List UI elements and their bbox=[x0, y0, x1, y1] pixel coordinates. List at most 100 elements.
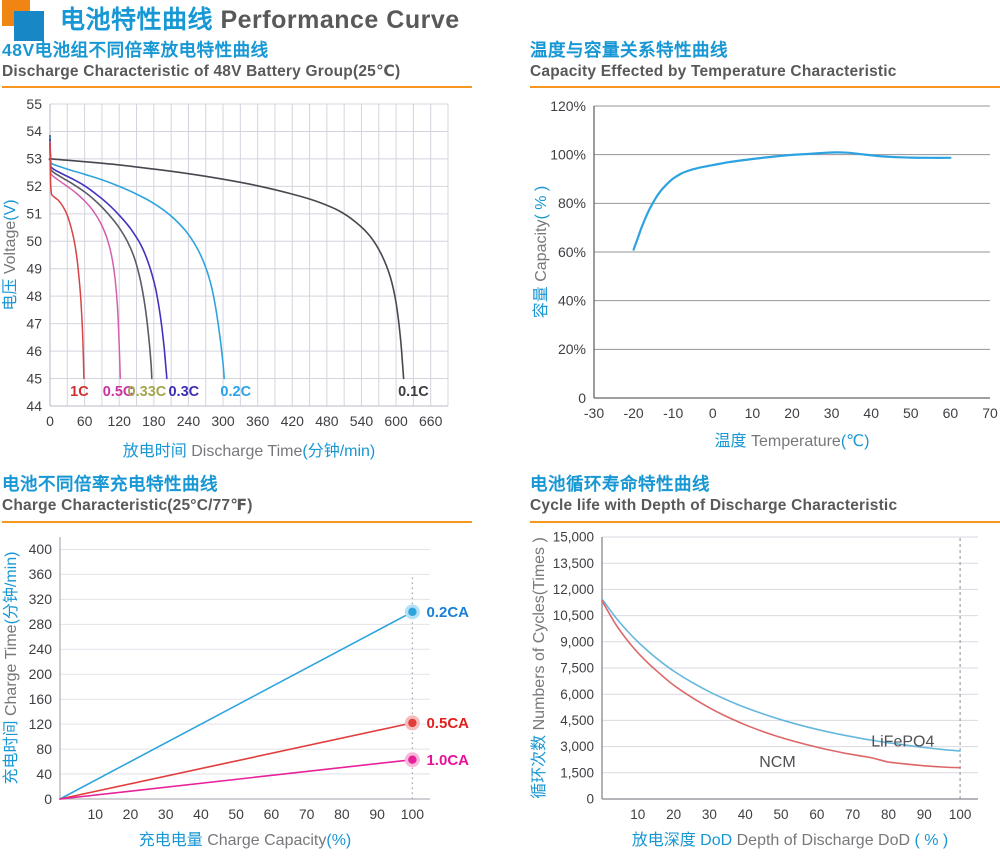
annotation-1C: 1C bbox=[70, 384, 89, 400]
series-0.33C bbox=[49, 139, 153, 380]
y-tick-label: 10,500 bbox=[553, 608, 594, 623]
y-tick-label: 100% bbox=[550, 147, 586, 163]
x-tick-label: 480 bbox=[315, 413, 339, 429]
annotation-0.5C: 0.5C bbox=[103, 384, 134, 400]
x-axis-label: 温度 Temperature(℃) bbox=[715, 432, 870, 450]
x-tick-label: 90 bbox=[369, 806, 385, 822]
series-0.2C bbox=[49, 136, 225, 380]
y-tick-label: 9,000 bbox=[560, 634, 594, 649]
orange-divider bbox=[530, 520, 1000, 523]
x-tick-label: 100 bbox=[401, 806, 425, 822]
y-tick-label: 15,000 bbox=[553, 529, 594, 544]
x-tick-label: 90 bbox=[917, 807, 932, 822]
series-LiFePO4 bbox=[601, 597, 961, 752]
x-tick-label: 40 bbox=[738, 807, 753, 822]
panel-discharge-characteristic: 48V电池组不同倍率放电特性曲线 Discharge Characteristi… bbox=[2, 40, 472, 464]
series-1C bbox=[49, 143, 85, 380]
discharge-characteristic-chart: 1C 0.5C0.33C 0.3C 0.2C 0.1C 0 60 120 180 240 300 36… bbox=[2, 96, 449, 460]
panel-cycle-life: 电池循环寿命特性曲线 Cycle life with Depth of Disc… bbox=[530, 474, 1000, 852]
y-tick-label: 280 bbox=[29, 616, 53, 632]
x-tick-label: 40 bbox=[863, 405, 879, 421]
panel-title-zh: 温度与容量关系特性曲线 bbox=[530, 40, 728, 60]
series-0.3C bbox=[49, 138, 168, 380]
x-tick-label: 60 bbox=[264, 806, 280, 822]
y-tick-label: 7,500 bbox=[560, 660, 594, 675]
y-tick-label: 1,500 bbox=[560, 765, 594, 780]
annotation-NCM: NCM bbox=[759, 754, 795, 771]
series-0.1C bbox=[48, 135, 405, 380]
panel-capacity-temperature: 温度与容量关系特性曲线 Capacity Effected by Tempera… bbox=[530, 40, 1000, 464]
page-title: 电池特性曲线 Performance Curve bbox=[60, 5, 460, 34]
x-tick-label: 30 bbox=[158, 806, 174, 822]
cycle-life-chart: NCM LiFePO4 10 20 30 40 50 60 70 80 90 100 0 1,500 3,0… bbox=[530, 529, 978, 849]
y-tick-label: 45 bbox=[26, 371, 42, 387]
y-tick-label: 47 bbox=[26, 316, 42, 332]
annotation-0.5CA: 0.5CA bbox=[426, 715, 469, 732]
series-0.5C bbox=[49, 141, 122, 380]
x-axis-label: 放电深度 DoD Depth of Discharge DoD ( % ) bbox=[632, 831, 949, 849]
series-NCM bbox=[601, 599, 961, 768]
panel-title-en: Capacity Effected by Temperature Charact… bbox=[530, 62, 897, 80]
y-tick-label: 51 bbox=[26, 206, 42, 222]
x-tick-label: 10 bbox=[745, 405, 761, 421]
y-tick-label: 320 bbox=[29, 591, 53, 607]
orange-divider bbox=[2, 520, 472, 523]
x-tick-label: 80 bbox=[881, 807, 896, 822]
y-tick-label: 40% bbox=[558, 293, 586, 309]
y-tick-label: 40 bbox=[36, 765, 52, 781]
y-tick-label: 4,500 bbox=[560, 712, 594, 727]
page-title-zh: 电池特性曲线 bbox=[60, 5, 214, 34]
y-tick-label: 200 bbox=[29, 665, 53, 681]
y-tick-label: 400 bbox=[29, 541, 53, 557]
panel-title-en: Cycle life with Depth of Discharge Chara… bbox=[530, 497, 898, 515]
panel-title-en: Charge Characteristic(25°C/77℉) bbox=[2, 497, 253, 515]
orange-divider bbox=[530, 86, 1000, 89]
y-tick-label: 12,000 bbox=[553, 581, 594, 596]
y-tick-label: 46 bbox=[26, 343, 42, 359]
panel-title-en: Discharge Characteristic of 48V Battery … bbox=[2, 62, 401, 80]
y-axis-label: 充电时间 Charge Time(分钟/min) bbox=[2, 551, 20, 784]
x-tick-label: -10 bbox=[663, 405, 683, 421]
x-tick-label: 180 bbox=[142, 413, 166, 429]
y-tick-label: 0 bbox=[44, 790, 52, 806]
x-tick-label: 120 bbox=[108, 413, 132, 429]
x-tick-label: 600 bbox=[384, 413, 408, 429]
annotation-0.2C: 0.2C bbox=[220, 384, 251, 400]
y-axis-label: 容量 Capacity( % ) bbox=[532, 186, 550, 318]
x-axis-label: 放电时间 Discharge Time(分钟/min) bbox=[123, 442, 376, 460]
y-axis-label: 循环次数 Numbers of Cycles(Times ) bbox=[530, 537, 548, 799]
y-tick-label: 80% bbox=[558, 195, 586, 211]
logo-blue-square bbox=[14, 11, 44, 41]
x-tick-label: 30 bbox=[824, 405, 840, 421]
x-tick-label: 420 bbox=[281, 413, 305, 429]
x-tick-label: -30 bbox=[584, 405, 604, 421]
charts-grid: 48V电池组不同倍率放电特性曲线 Discharge Characteristi… bbox=[0, 40, 1000, 853]
x-tick-label: 60 bbox=[809, 807, 824, 822]
y-tick-label: 49 bbox=[26, 261, 42, 277]
marker-0.2CA bbox=[408, 607, 417, 616]
x-tick-label: 50 bbox=[228, 806, 244, 822]
y-tick-label: 48 bbox=[26, 288, 42, 304]
x-tick-label: 10 bbox=[87, 806, 103, 822]
y-tick-label: 44 bbox=[26, 398, 42, 414]
series-0.5CA bbox=[59, 721, 414, 800]
annotation-0.3C: 0.3C bbox=[168, 384, 199, 400]
marker-1.0CA bbox=[408, 755, 417, 764]
annotation-0.1C: 0.1C bbox=[398, 384, 429, 400]
series-0.2CA bbox=[59, 610, 414, 800]
page-title-en: Performance Curve bbox=[220, 5, 460, 34]
y-tick-label: 240 bbox=[29, 641, 53, 657]
annotation-LiFePO4: LiFePO4 bbox=[871, 733, 934, 750]
y-tick-label: 80 bbox=[36, 740, 52, 756]
x-tick-label: 540 bbox=[350, 413, 374, 429]
y-tick-label: 6,000 bbox=[560, 686, 594, 701]
x-tick-label: 20 bbox=[784, 405, 800, 421]
y-tick-label: 55 bbox=[26, 96, 42, 112]
y-axis-label: 电压 Voltage(V) bbox=[2, 200, 19, 311]
annotation-1.0CA: 1.0CA bbox=[426, 751, 469, 768]
y-tick-label: 0 bbox=[586, 791, 594, 806]
x-tick-label: 10 bbox=[630, 807, 645, 822]
charge-characteristic-chart: 0.2CA 0.5CA 1.0CA 10 20 30 40 50 60 70 80 90 100 0 40 8… bbox=[2, 536, 469, 849]
y-tick-label: 120 bbox=[29, 715, 53, 731]
